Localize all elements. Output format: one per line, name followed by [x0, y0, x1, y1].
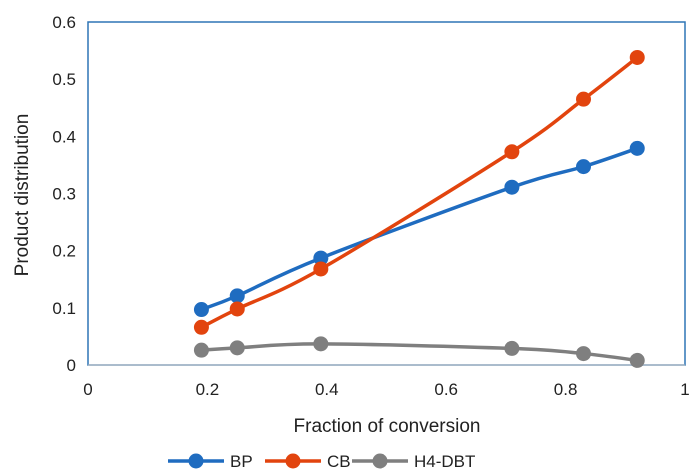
y-tick-label: 0.1 [52, 299, 76, 318]
data-point-cb [576, 91, 592, 107]
data-point-bp [629, 140, 645, 156]
x-tick-label: 0.2 [196, 380, 220, 399]
legend: BP CB H4-DBT [168, 452, 475, 471]
series-line-h4-dbt [199, 342, 639, 363]
x-tick-label: 0.8 [554, 380, 578, 399]
legend-label-bp: BP [230, 452, 253, 471]
y-tick-label: 0 [67, 356, 76, 375]
x-tick-label: 1 [680, 380, 689, 399]
y-tick-label: 0.5 [52, 70, 76, 89]
data-point-h4-dbt [229, 340, 245, 356]
data-point-bp [576, 159, 592, 175]
x-tick-label: 0.4 [315, 380, 339, 399]
y-axis-title: Product distribution [12, 114, 33, 277]
series-layer [193, 49, 645, 368]
data-point-cb [193, 319, 209, 335]
data-point-cb [229, 301, 245, 317]
data-point-h4-dbt [504, 340, 520, 356]
plot-area-border [87, 21, 686, 366]
legend-label-cb: CB [327, 452, 351, 471]
data-point-cb [629, 49, 645, 65]
data-point-bp [504, 179, 520, 195]
x-axis-title: Fraction of conversion [294, 416, 481, 437]
legend-marker-bp [188, 453, 204, 469]
data-point-h4-dbt [193, 342, 209, 358]
y-tick-label: 0.3 [52, 185, 76, 204]
data-point-h4-dbt [629, 352, 645, 368]
legend-marker-h4-dbt [372, 453, 388, 469]
data-point-bp [193, 302, 209, 318]
series-line-cb [199, 55, 639, 330]
data-point-bp [229, 288, 245, 304]
y-tick-label: 0.6 [52, 13, 76, 32]
data-point-cb [504, 144, 520, 160]
data-point-h4-dbt [313, 336, 329, 352]
y-tick-label: 0.4 [52, 127, 76, 146]
data-point-h4-dbt [576, 346, 592, 362]
y-tick-label: 0.2 [52, 242, 76, 261]
legend-label-h4-dbt: H4-DBT [414, 452, 475, 471]
x-tick-label: 0.6 [434, 380, 458, 399]
x-tick-label: 0 [83, 380, 92, 399]
series-line-bp [199, 146, 639, 312]
data-point-cb [313, 261, 329, 277]
data-point-bp [313, 250, 329, 266]
legend-marker-cb [285, 453, 301, 469]
axes: 0 0.1 0.2 0.3 0.4 0.5 0.6 0 0.2 0.4 0.6 0.8 1 [52, 13, 689, 399]
